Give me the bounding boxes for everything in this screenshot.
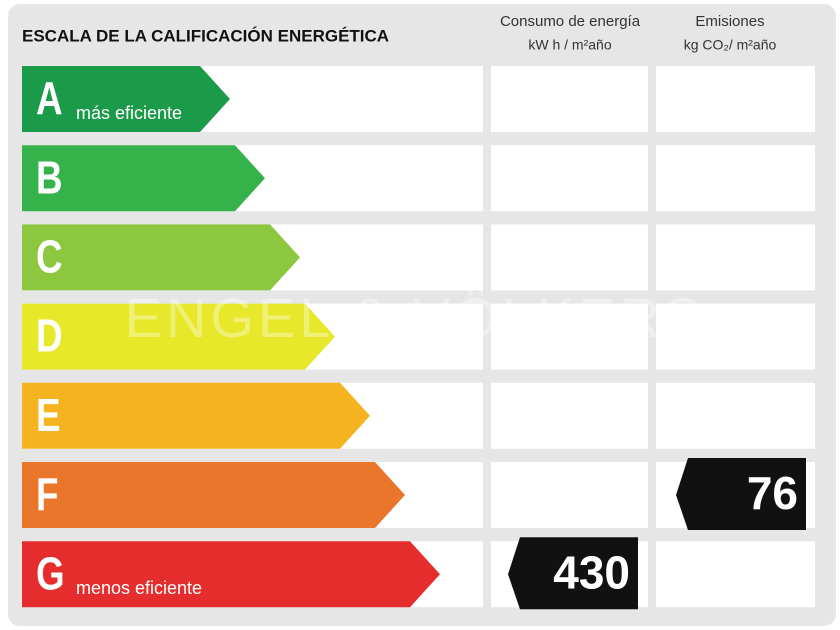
cell xyxy=(491,66,648,132)
value-badge xyxy=(508,537,638,610)
column-unit: kg CO₂/ m²año xyxy=(684,37,777,53)
value-label: 430 xyxy=(553,546,630,598)
cell xyxy=(491,303,648,370)
rating-arrow xyxy=(22,303,335,370)
rating-arrow xyxy=(22,462,405,528)
column-unit: kW h / m²año xyxy=(528,37,611,53)
rating-letter: B xyxy=(36,151,63,203)
cell xyxy=(491,224,648,291)
title: ESCALA DE LA CALIFICACIÓN ENERGÉTICA xyxy=(22,26,389,45)
column-name: Emisiones xyxy=(695,13,764,30)
cell xyxy=(656,382,815,449)
rating-letter: F xyxy=(36,468,58,520)
rating-arrow xyxy=(22,382,370,449)
cell xyxy=(491,462,648,528)
rating-arrow xyxy=(22,66,230,132)
rating-letter: A xyxy=(36,72,63,124)
cell xyxy=(656,66,815,132)
cell xyxy=(656,303,815,370)
rating-letter: G xyxy=(36,547,65,599)
column-name: Consumo de energía xyxy=(500,13,641,30)
value-badge xyxy=(676,458,806,530)
cell xyxy=(491,145,648,212)
rating-letter: E xyxy=(36,389,61,441)
rating-note: más eficiente xyxy=(76,103,182,123)
rating-arrow xyxy=(22,541,440,608)
cell xyxy=(491,382,648,449)
rating-letter: D xyxy=(36,310,63,362)
cell xyxy=(656,145,815,212)
watermark: ENGEL & VÖLKERS xyxy=(125,286,706,349)
rating-note: menos eficiente xyxy=(76,578,202,598)
cell xyxy=(656,224,815,291)
rating-letter: C xyxy=(36,231,63,283)
rating-arrow xyxy=(22,145,265,212)
cell xyxy=(656,541,815,608)
rating-arrow xyxy=(22,224,300,291)
value-label: 76 xyxy=(747,467,798,519)
